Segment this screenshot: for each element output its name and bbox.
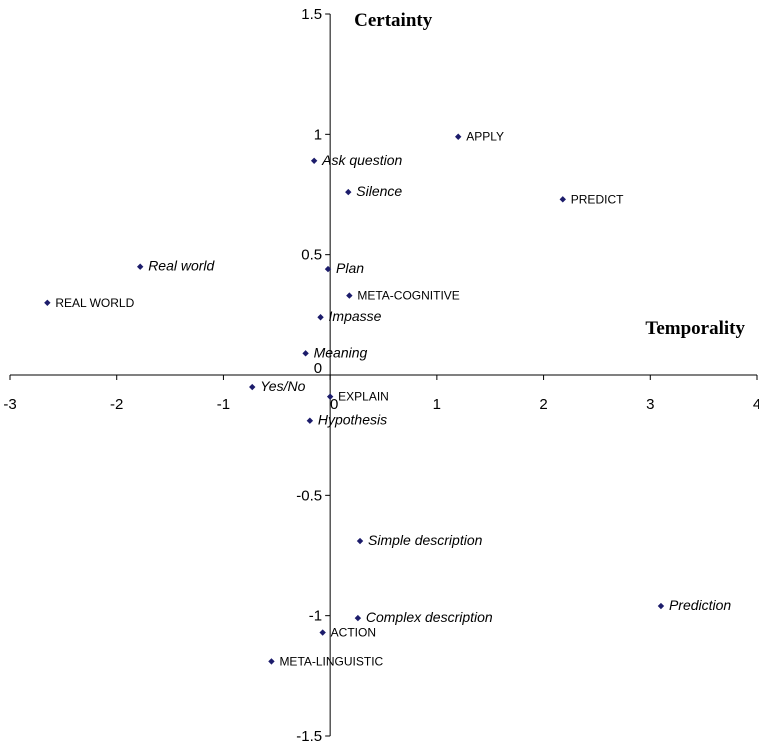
- point-label: Prediction: [669, 597, 731, 613]
- point-label: REAL WORLD: [55, 296, 134, 310]
- y-tick-label: 1.5: [301, 6, 322, 23]
- point-label: APPLY: [466, 130, 504, 144]
- x-tick-label: -2: [110, 396, 123, 413]
- y-tick-label: -1.5: [296, 728, 322, 745]
- point-label: Meaning: [314, 344, 368, 360]
- data-point: [657, 602, 665, 610]
- data-point: [317, 314, 324, 321]
- data-point: [354, 614, 362, 622]
- point-label: EXPLAIN: [338, 390, 389, 404]
- data-point: [346, 292, 353, 299]
- point-label: META-COGNITIVE: [357, 289, 459, 303]
- point-label: Simple description: [368, 532, 483, 548]
- data-point: [324, 265, 332, 273]
- data-point: [306, 417, 314, 424]
- x-tick-label: -1: [217, 396, 230, 413]
- data-point: [326, 393, 334, 400]
- point-label: Complex description: [366, 609, 493, 625]
- x-axis-title: Temporality: [645, 318, 745, 339]
- y-tick-label: -1: [309, 608, 322, 625]
- x-tick-label: 2: [539, 396, 547, 413]
- data-point: [310, 157, 318, 165]
- point-label: Silence: [356, 183, 402, 199]
- y-tick-label: 0.5: [301, 247, 322, 264]
- point-label: Plan: [336, 260, 364, 276]
- data-point: [268, 658, 275, 665]
- point-label: Ask question: [321, 152, 402, 168]
- data-point: [44, 299, 51, 306]
- point-label: Impasse: [329, 308, 382, 324]
- tick-labels: -3 -2 -1 0 1 2 3 4 1.5 1 0.5 -0.5 -1 -1.5 0: [3, 6, 759, 745]
- y-tick-label: -0.5: [296, 487, 322, 504]
- data-points: APPLY Ask question Silence PREDICT Real worl…: [44, 130, 731, 668]
- point-label: ACTION: [331, 626, 376, 640]
- point-label: PREDICT: [571, 192, 624, 206]
- data-point: [455, 133, 462, 140]
- point-label: META-LINGUISTIC: [279, 654, 383, 668]
- y-axis-title: Certainty: [354, 10, 433, 31]
- data-point: [345, 188, 352, 196]
- x-tick-label: 3: [646, 396, 654, 413]
- data-point: [136, 263, 144, 270]
- data-point: [302, 350, 309, 357]
- data-point: [356, 537, 364, 545]
- point-label: Hypothesis: [318, 412, 387, 428]
- point-label: Yes/No: [260, 378, 305, 394]
- x-tick-label: 4: [753, 396, 759, 413]
- axes: [9, 13, 758, 737]
- data-point: [319, 629, 326, 636]
- y-tick-label: 1: [314, 126, 322, 143]
- y-tick-label: 0: [314, 360, 322, 377]
- x-tick-label: -3: [3, 396, 16, 413]
- point-label: Real world: [148, 258, 215, 274]
- x-tick-label: 0: [330, 396, 338, 413]
- data-point: [249, 383, 256, 391]
- data-point: [559, 196, 566, 203]
- x-tick-label: 1: [433, 396, 441, 413]
